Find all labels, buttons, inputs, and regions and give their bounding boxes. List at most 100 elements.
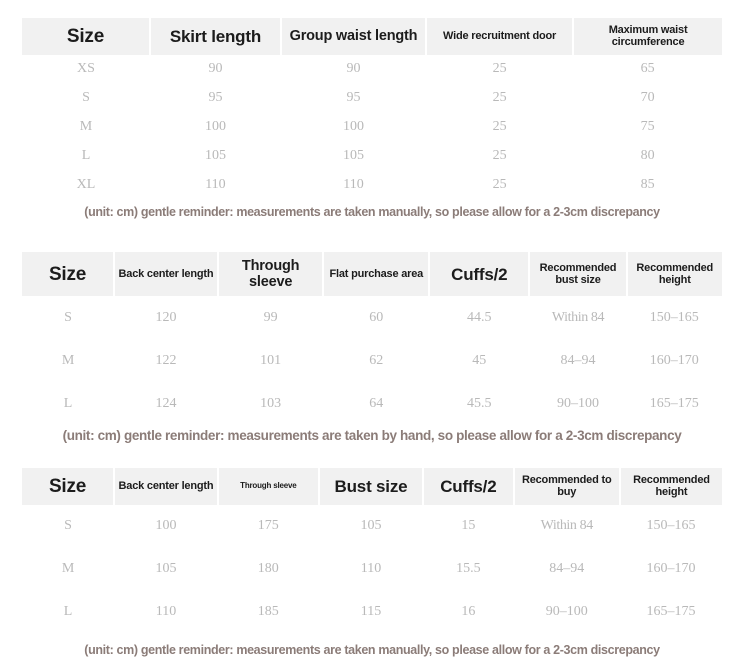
table-row: L 105 105 25 80 bbox=[22, 141, 722, 171]
table-note-1: (unit: cm) gentle reminder: measurements… bbox=[84, 205, 660, 219]
column-header-size: Size bbox=[22, 252, 116, 297]
column-header-through-sleeve: Through sleeve bbox=[217, 468, 320, 505]
column-header-recommended-height: Recommended height bbox=[626, 252, 722, 297]
table-header-row-2: Size Back center length Through sleeve Flat… bbox=[22, 252, 722, 297]
column-header-bust-size: Bust size bbox=[318, 468, 425, 505]
measurement-cell: 25 bbox=[426, 141, 574, 171]
column-header-maximum-waist-circumference: Maximum waist circumference bbox=[573, 18, 722, 55]
measurement-cell: 90 bbox=[149, 54, 281, 84]
measurement-cell: 105 bbox=[318, 504, 424, 548]
size-label-cell: L bbox=[22, 382, 115, 426]
measurement-cell: 25 bbox=[426, 170, 574, 200]
column-header-recommended-height: Recommended height bbox=[619, 468, 722, 505]
table-note-3: (unit: cm) gentle reminder: measurements… bbox=[84, 643, 660, 657]
column-header-recommended-bust-size: Recommended bust size bbox=[529, 252, 628, 297]
size-label-cell: L bbox=[22, 141, 150, 171]
table-header-row-3: Size Back center length Through sleeve Bust… bbox=[22, 468, 722, 505]
column-header-skirt-length: Skirt length bbox=[149, 18, 282, 55]
table-row: M 122 101 62 45 84–94 160–170 bbox=[22, 339, 722, 383]
table-row: M 105 180 110 15.5 84–94 160–170 bbox=[22, 547, 722, 591]
measurement-cell: 25 bbox=[426, 83, 574, 113]
table-row: XL 110 110 25 85 bbox=[22, 170, 722, 200]
measurement-cell: 105 bbox=[280, 141, 427, 171]
column-header-size: Size bbox=[22, 468, 116, 505]
measurement-cell: Within 84 bbox=[513, 504, 620, 548]
measurement-cell: 90–100 bbox=[529, 382, 627, 426]
size-label-cell: XS bbox=[22, 54, 150, 84]
column-header-back-center-length: Back center length bbox=[114, 252, 219, 297]
measurement-cell: 15.5 bbox=[423, 547, 514, 591]
size-label-cell: L bbox=[22, 590, 115, 634]
table-body-3: S 100 175 105 15 Within 84 150–165 M 105 180 110 15… bbox=[22, 504, 722, 634]
measurement-cell: 95 bbox=[280, 83, 427, 113]
size-label-cell: M bbox=[22, 547, 115, 591]
measurement-cell: 110 bbox=[280, 170, 427, 200]
table-row: S 95 95 25 70 bbox=[22, 83, 722, 113]
measurement-cell: 103 bbox=[217, 382, 324, 426]
measurement-cell: 95 bbox=[149, 83, 281, 113]
measurement-cell: 80 bbox=[573, 141, 722, 171]
measurement-cell: 110 bbox=[114, 590, 218, 634]
column-header-through-sleeve: Through sleeve bbox=[217, 252, 325, 297]
measurement-cell: 101 bbox=[217, 339, 324, 383]
table-row: S 100 175 105 15 Within 84 150–165 bbox=[22, 504, 722, 548]
measurement-cell: 64 bbox=[323, 382, 430, 426]
measurement-cell: 180 bbox=[217, 547, 319, 591]
measurement-cell: 84–94 bbox=[529, 339, 627, 383]
measurement-cell: 100 bbox=[114, 504, 218, 548]
measurement-cell: 150–165 bbox=[619, 504, 722, 548]
column-header-size: Size bbox=[22, 18, 151, 55]
measurement-cell: 105 bbox=[149, 141, 281, 171]
measurement-cell: 75 bbox=[573, 112, 722, 142]
measurement-cell: 90 bbox=[280, 54, 427, 84]
measurement-cell: 62 bbox=[323, 339, 430, 383]
measurement-cell: 16 bbox=[423, 590, 514, 634]
measurement-cell: 110 bbox=[318, 547, 424, 591]
table-row: S 120 99 60 44.5 Within 84 150–165 bbox=[22, 296, 722, 340]
measurement-cell: 44.5 bbox=[429, 296, 530, 340]
measurement-cell: 122 bbox=[114, 339, 218, 383]
measurement-cell: 124 bbox=[114, 382, 218, 426]
size-label-cell: M bbox=[22, 112, 150, 142]
shirt-size-table: Size Back center length Through sleeve Bust… bbox=[22, 468, 722, 634]
measurement-cell: 175 bbox=[217, 504, 319, 548]
size-table-block-2: Size Back center length Through sleeve Flat… bbox=[22, 252, 722, 426]
measurement-cell: 70 bbox=[573, 83, 722, 113]
measurement-cell: Within 84 bbox=[529, 296, 627, 340]
table-row: M 100 100 25 75 bbox=[22, 112, 722, 142]
measurement-cell: 15 bbox=[423, 504, 514, 548]
measurement-cell: 45.5 bbox=[429, 382, 530, 426]
measurement-cell: 100 bbox=[280, 112, 427, 142]
measurement-cell: 160–170 bbox=[626, 339, 722, 383]
table-row: L 110 185 115 16 90–100 165–175 bbox=[22, 590, 722, 634]
column-header-wide-recruitment-door: Wide recruitment door bbox=[426, 18, 575, 55]
size-label-cell: S bbox=[22, 504, 115, 548]
measurement-cell: 65 bbox=[573, 54, 722, 84]
measurement-cell: 100 bbox=[149, 112, 281, 142]
measurement-cell: 150–165 bbox=[626, 296, 722, 340]
column-header-back-center-length: Back center length bbox=[114, 468, 219, 505]
measurement-cell: 60 bbox=[323, 296, 430, 340]
size-label-cell: XL bbox=[22, 170, 150, 200]
table-body-2: S 120 99 60 44.5 Within 84 150–165 M 122 101 62 45 8… bbox=[22, 296, 722, 426]
size-label-cell: S bbox=[22, 296, 115, 340]
column-header-cuffs-2: Cuffs/2 bbox=[429, 252, 531, 297]
column-header-group-waist-length: Group waist length bbox=[280, 18, 428, 55]
size-label-cell: M bbox=[22, 339, 115, 383]
column-header-flat-purchase-area: Flat purchase area bbox=[323, 252, 431, 297]
size-table-block-1: Size Skirt length Group waist length Wide r… bbox=[22, 18, 722, 200]
measurement-cell: 25 bbox=[426, 54, 574, 84]
size-label-cell: S bbox=[22, 83, 150, 113]
table-row: XS 90 90 25 65 bbox=[22, 54, 722, 84]
table-body-1: XS 90 90 25 65 S 95 95 25 70 M 100 100 25 75 L 105 105 25 8… bbox=[22, 54, 722, 200]
measurement-cell: 115 bbox=[318, 590, 424, 634]
measurement-cell: 165–175 bbox=[619, 590, 722, 634]
table-row: L 124 103 64 45.5 90–100 165–175 bbox=[22, 382, 722, 426]
measurement-cell: 110 bbox=[149, 170, 281, 200]
column-header-cuffs-2: Cuffs/2 bbox=[423, 468, 515, 505]
column-header-recommended-to-buy: Recommended to buy bbox=[513, 468, 621, 505]
measurement-cell: 85 bbox=[573, 170, 722, 200]
measurement-cell: 90–100 bbox=[513, 590, 620, 634]
skirt-size-table: Size Skirt length Group waist length Wide r… bbox=[22, 18, 722, 200]
